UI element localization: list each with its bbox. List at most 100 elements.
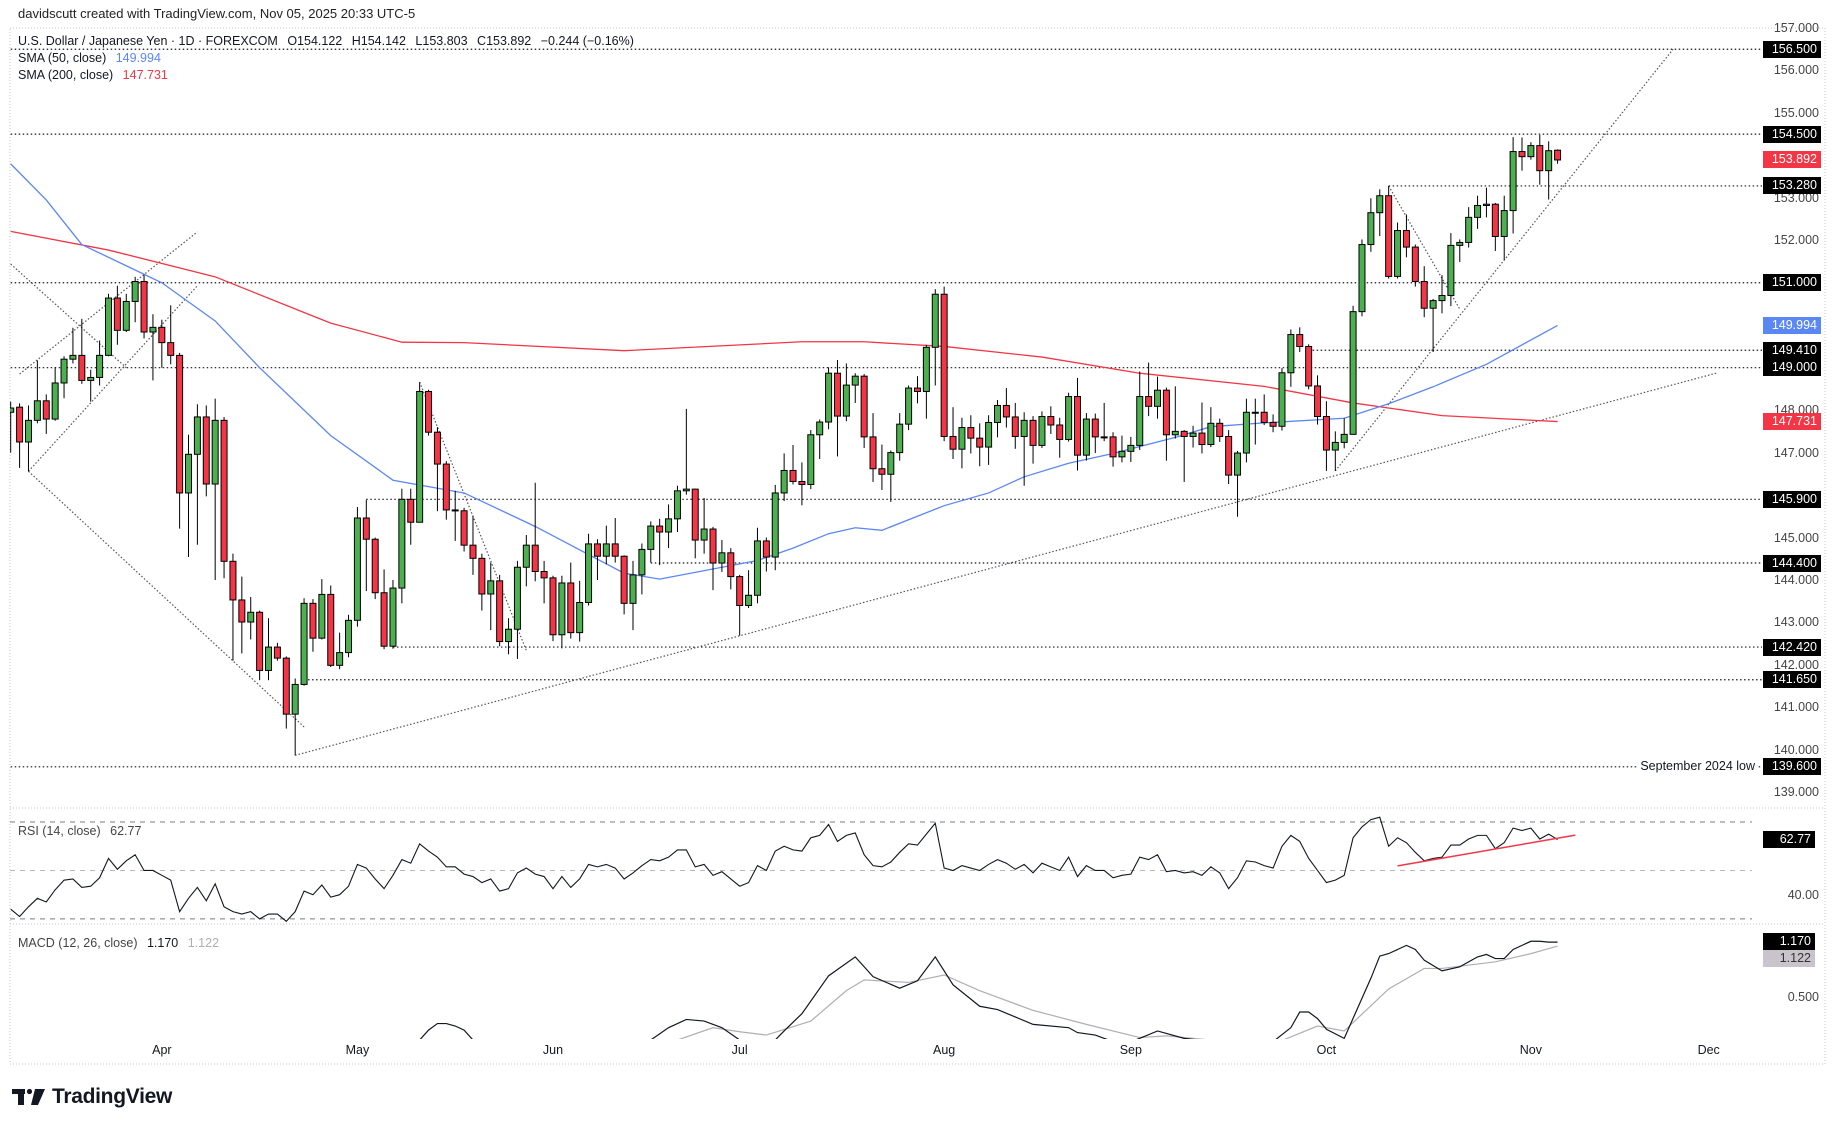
candle bbox=[469, 515, 477, 575]
time-axis-label[interactable]: Sep bbox=[1119, 1043, 1142, 1057]
price-tick-label[interactable]: 141.000 bbox=[1773, 700, 1819, 715]
candle bbox=[380, 569, 388, 650]
candle bbox=[993, 399, 1001, 438]
candle-body bbox=[1154, 389, 1162, 407]
time-axis-label[interactable]: Dec bbox=[1697, 1043, 1720, 1057]
trendline[interactable] bbox=[1388, 185, 1461, 310]
candle-body bbox=[460, 510, 468, 546]
trendline[interactable] bbox=[295, 372, 1718, 756]
rsi-value-box: 62.77 bbox=[1763, 831, 1815, 849]
candle bbox=[691, 488, 699, 559]
candle-body bbox=[1322, 416, 1330, 451]
price-tick-label[interactable]: 139.000 bbox=[1773, 785, 1819, 800]
candle-body bbox=[1189, 432, 1197, 437]
candle-body bbox=[1518, 151, 1526, 158]
candle bbox=[487, 562, 495, 631]
candle bbox=[282, 656, 290, 729]
trendline[interactable] bbox=[28, 285, 198, 472]
candle-body bbox=[1269, 421, 1277, 427]
candle-body bbox=[860, 375, 868, 438]
candle bbox=[407, 488, 415, 545]
time-axis-label[interactable]: Aug bbox=[933, 1043, 956, 1057]
candle-body bbox=[1429, 300, 1437, 309]
time-axis-label[interactable]: Jul bbox=[731, 1043, 748, 1057]
candle bbox=[193, 404, 201, 545]
trendline[interactable] bbox=[28, 470, 305, 728]
macd-legend[interactable]: MACD (12, 26, close) 1.170 1.122 bbox=[18, 936, 225, 950]
price-tick-label[interactable]: 140.000 bbox=[1773, 742, 1819, 757]
candle-body bbox=[825, 372, 833, 423]
candle-body bbox=[256, 611, 264, 671]
sma200-value: 147.731 bbox=[122, 68, 168, 82]
candle-body bbox=[505, 628, 513, 643]
candle bbox=[620, 555, 628, 615]
time-axis-label[interactable]: Oct bbox=[1316, 1043, 1337, 1057]
candle-body bbox=[309, 602, 317, 639]
rsi-legend[interactable]: RSI (14, close) 62.77 bbox=[18, 824, 147, 838]
candle-body bbox=[1198, 432, 1206, 446]
price-tick-label[interactable]: 142.000 bbox=[1773, 657, 1819, 672]
price-tick-label[interactable]: 155.000 bbox=[1773, 105, 1819, 120]
candle bbox=[1011, 402, 1019, 449]
candle bbox=[1207, 407, 1215, 448]
candle-body bbox=[1091, 418, 1099, 438]
candle bbox=[807, 430, 815, 490]
candle-body bbox=[958, 427, 966, 450]
price-tick-label[interactable]: 156.000 bbox=[1773, 63, 1819, 78]
candle bbox=[1296, 327, 1304, 352]
sma50-legend[interactable]: SMA (50, close) 149.994 bbox=[18, 51, 167, 65]
symbol-name[interactable]: U.S. Dollar / Japanese Yen · 1D · FOREXC… bbox=[18, 34, 278, 48]
candle-body bbox=[976, 437, 984, 448]
candle bbox=[949, 407, 957, 459]
price-label-box: 156.500 bbox=[1763, 40, 1821, 58]
candle-body bbox=[1447, 244, 1455, 297]
candle bbox=[629, 560, 637, 631]
candle-body bbox=[718, 552, 726, 564]
candle bbox=[1385, 185, 1393, 279]
candle-body bbox=[167, 342, 175, 356]
candle bbox=[478, 553, 486, 611]
rsi-trendline[interactable] bbox=[1397, 834, 1576, 867]
candle bbox=[1127, 436, 1135, 462]
candle bbox=[416, 382, 424, 523]
price-tick-label[interactable]: 147.000 bbox=[1773, 445, 1819, 460]
chart-frame bbox=[9, 27, 1826, 1065]
candle bbox=[709, 526, 717, 591]
trendline[interactable] bbox=[19, 231, 198, 375]
candle bbox=[113, 285, 121, 345]
candle bbox=[762, 537, 770, 572]
time-axis-label[interactable]: Nov bbox=[1519, 1043, 1542, 1057]
candle-body bbox=[87, 376, 95, 381]
candle bbox=[1420, 266, 1428, 318]
candle bbox=[647, 521, 655, 563]
price-tick-label[interactable]: 143.000 bbox=[1773, 615, 1819, 630]
candle-body bbox=[185, 453, 192, 494]
price-tick-label[interactable]: 152.000 bbox=[1773, 233, 1819, 248]
price-tick-label[interactable]: 157.000 bbox=[1773, 21, 1819, 35]
candle bbox=[1340, 418, 1348, 449]
annotation-label[interactable]: September 2024 low bbox=[1637, 758, 1758, 773]
candle-body bbox=[451, 509, 459, 512]
price-label-box: 142.420 bbox=[1763, 638, 1821, 656]
sma200-legend[interactable]: SMA (200, close) 147.731 bbox=[18, 68, 174, 82]
trendline[interactable] bbox=[10, 263, 127, 369]
candle-body bbox=[113, 297, 121, 331]
candle-body bbox=[416, 390, 424, 523]
candle-body bbox=[1456, 241, 1464, 246]
price-tick-label[interactable]: 144.000 bbox=[1773, 572, 1819, 587]
macd-signal-line bbox=[678, 945, 1558, 1039]
rsi-levels bbox=[10, 821, 1752, 920]
time-axis-label[interactable]: May bbox=[345, 1043, 370, 1057]
candle bbox=[1349, 305, 1357, 435]
horizontal-lines[interactable] bbox=[10, 48, 1762, 768]
rsi-tick-label: 40.00 bbox=[1787, 887, 1819, 902]
tradingview-logo[interactable]: TradingView bbox=[12, 1085, 172, 1109]
candle-body bbox=[1171, 430, 1179, 436]
price-tick-label[interactable]: 145.000 bbox=[1773, 530, 1819, 545]
time-axis-label[interactable]: Jun bbox=[542, 1043, 564, 1057]
time-axis-label[interactable]: Apr bbox=[152, 1043, 172, 1057]
candle bbox=[887, 450, 895, 502]
candle-body bbox=[1056, 424, 1064, 440]
candle bbox=[327, 585, 335, 668]
